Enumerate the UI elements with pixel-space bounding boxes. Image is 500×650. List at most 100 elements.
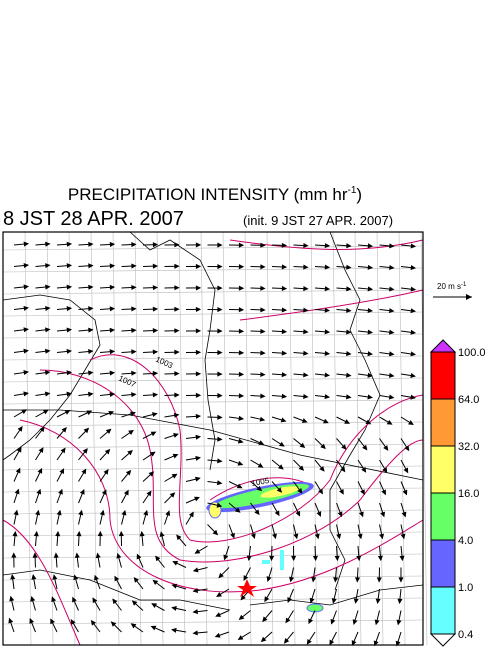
wind-arrow-head: [88, 263, 94, 269]
colorbar-bottom: [429, 633, 457, 647]
wind-arrow-head: [195, 455, 201, 461]
wind-arrow-head: [150, 625, 157, 631]
wind-arrow-head: [257, 462, 264, 468]
wind-arrow-head: [88, 284, 94, 290]
wind-arrow-head: [169, 492, 176, 498]
wind-arrow-head: [346, 243, 352, 249]
wind-arrow-head: [303, 286, 309, 292]
wind-arrow-head: [388, 351, 395, 357]
wind-arrow-head: [44, 370, 51, 376]
wind-arrow-head: [123, 489, 129, 496]
wind-arrow-head: [195, 434, 202, 440]
wind-arrow-head: [254, 509, 260, 516]
wind-arrow-head: [194, 548, 201, 554]
border: [3, 409, 424, 481]
wind-arrow-head: [260, 285, 266, 291]
wind-arrow-head: [217, 371, 223, 377]
wind-arrow-head: [283, 638, 290, 644]
wind-arrow-head: [61, 426, 67, 433]
grid-line: [46, 231, 54, 646]
wind-arrow-head: [30, 595, 36, 602]
wind-arrow-head: [192, 630, 198, 636]
key-sup: -1: [461, 282, 467, 288]
wind-arrow-head: [318, 488, 323, 495]
isobar: [209, 477, 311, 501]
wind-arrow-head: [402, 489, 408, 496]
grid-line: [156, 231, 164, 646]
wind-arrow-head: [195, 328, 202, 334]
wind-arrow-head: [324, 307, 331, 313]
vector-key-label: 20 m s-1: [437, 282, 467, 291]
colorbar-top: [429, 339, 457, 353]
wind-arrow-head: [55, 530, 61, 537]
wind-arrow-head: [217, 458, 223, 464]
wind-arrow-head: [9, 595, 15, 602]
title-end: ): [356, 185, 362, 204]
wind-arrow-head: [306, 638, 312, 645]
wind-arrow-head: [240, 594, 246, 601]
wind-arrow-head: [410, 243, 417, 249]
wind-arrow-head: [346, 307, 352, 313]
wind-arrow-head: [278, 441, 285, 447]
wind-arrow-head: [121, 509, 127, 516]
wind-arrow-head: [195, 413, 202, 419]
wind-arrow-head: [131, 327, 137, 333]
wind-arrow-head: [339, 488, 344, 495]
grid-line: [2, 487, 424, 493]
wind-arrow-head: [260, 350, 266, 356]
wind-arrow-head: [174, 371, 180, 377]
wind-arrow-head: [260, 307, 266, 313]
wind-arrow-head: [281, 285, 288, 291]
wind-arrow-head: [101, 489, 107, 496]
wind-arrow-head: [14, 488, 20, 495]
vector-key-head: [466, 294, 472, 300]
wind-arrow-head: [218, 572, 224, 579]
wind-arrow-head: [367, 394, 373, 400]
wind-arrow-head: [88, 349, 94, 355]
wind-arrow-head: [45, 327, 51, 333]
wind-arrow-head: [367, 264, 374, 270]
wind-arrow-head: [291, 555, 297, 562]
grid-line: [2, 465, 424, 471]
wind-arrow-head: [104, 448, 111, 455]
wind-arrow-head: [278, 464, 284, 470]
isobar: [39, 369, 424, 563]
wind-arrow-head: [299, 442, 306, 449]
wind-arrow-head: [386, 419, 393, 425]
title-sup: -1: [348, 185, 357, 196]
wind-arrow-head: [36, 488, 42, 495]
wind-arrow-head: [399, 555, 405, 562]
wind-arrow-head: [215, 612, 221, 617]
wind-arrow-head: [367, 351, 374, 357]
wind-arrow-head: [131, 242, 137, 248]
grid-line: [178, 231, 186, 646]
wind-arrow-head: [131, 306, 137, 312]
wind-arrow-head: [188, 511, 194, 518]
wind-arrow-head: [159, 531, 165, 538]
wind-arrow-head: [362, 444, 368, 451]
wind-arrow-head: [258, 440, 265, 445]
wind-arrow-head: [346, 286, 352, 292]
wind-arrow-head: [276, 487, 283, 493]
wind-arrow-head: [112, 598, 118, 605]
wind-arrow-head: [330, 618, 336, 625]
wind-arrow-head: [389, 264, 395, 270]
wind-arrow-head: [97, 530, 103, 537]
wind-arrow-head: [66, 370, 73, 376]
wind-arrow-head: [356, 555, 362, 562]
wind-arrow-head: [410, 373, 416, 379]
grid-line: [2, 289, 424, 295]
wind-arrow-head: [151, 603, 158, 608]
wind-arrow-head: [341, 444, 347, 450]
wind-arrow-head: [23, 348, 30, 354]
wind-arrow-head: [109, 284, 116, 290]
wind-arrow-head: [410, 329, 417, 335]
wind-arrow-head: [66, 263, 73, 269]
wind-arrow-head: [82, 448, 88, 454]
wind-arrow-head: [172, 453, 179, 459]
grid-line: [24, 231, 32, 646]
wind-arrow-head: [192, 567, 199, 573]
wind-arrow-head: [128, 429, 134, 435]
wind-arrow-head: [172, 561, 179, 566]
